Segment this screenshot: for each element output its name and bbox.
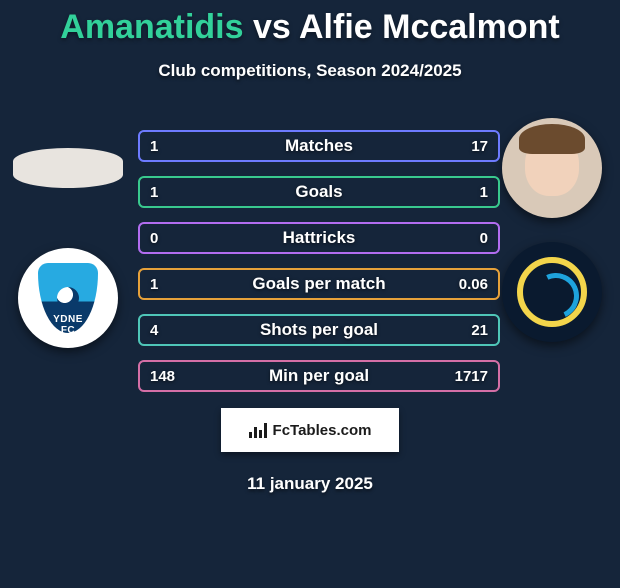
stat-right-value: 21 [454, 322, 488, 339]
player-right-name: Alfie Mccalmont [299, 8, 560, 46]
stat-row: 1Goals per match0.06 [138, 268, 500, 300]
stats-table: 1Matches171Goals10Hattricks01Goals per m… [138, 130, 500, 406]
player-left-avatar [13, 148, 123, 188]
stat-right-value: 1717 [454, 368, 488, 385]
stat-left-value: 1 [150, 138, 184, 155]
stat-row: 1Goals1 [138, 176, 500, 208]
stat-row: 0Hattricks0 [138, 222, 500, 254]
stat-label: Shots per goal [184, 320, 454, 340]
fctables-badge[interactable]: FcTables.com [221, 408, 399, 452]
fctables-logo-icon [249, 422, 267, 438]
stat-row: 1Matches17 [138, 130, 500, 162]
stat-right-value: 17 [454, 138, 488, 155]
stat-label: Goals [184, 182, 454, 202]
player-right-avatar [502, 118, 602, 218]
stat-left-value: 1 [150, 276, 184, 293]
stat-right-value: 0.06 [454, 276, 488, 293]
stat-right-value: 1 [454, 184, 488, 201]
stat-right-value: 0 [454, 230, 488, 247]
fctables-text: FcTables.com [273, 422, 372, 439]
stat-row: 148Min per goal1717 [138, 360, 500, 392]
comparison-title: Amanatidis vs Alfie Mccalmont [0, 8, 620, 47]
stat-label: Hattricks [184, 228, 454, 248]
club-left-logo: YDNEFC [18, 248, 118, 348]
stat-label: Min per goal [184, 366, 454, 386]
comparison-subtitle: Club competitions, Season 2024/2025 [0, 61, 620, 81]
right-avatar-column [492, 118, 612, 366]
snapshot-date: 11 january 2025 [0, 474, 620, 494]
stat-label: Goals per match [184, 274, 454, 294]
left-avatar-column: YDNEFC [8, 118, 128, 372]
stat-left-value: 4 [150, 322, 184, 339]
stat-label: Matches [184, 136, 454, 156]
stat-left-value: 1 [150, 184, 184, 201]
club-right-logo [502, 242, 602, 342]
player-left-name: Amanatidis [60, 8, 243, 46]
stat-left-value: 148 [150, 368, 184, 385]
stat-row: 4Shots per goal21 [138, 314, 500, 346]
vs-separator: vs [253, 8, 291, 46]
stat-left-value: 0 [150, 230, 184, 247]
